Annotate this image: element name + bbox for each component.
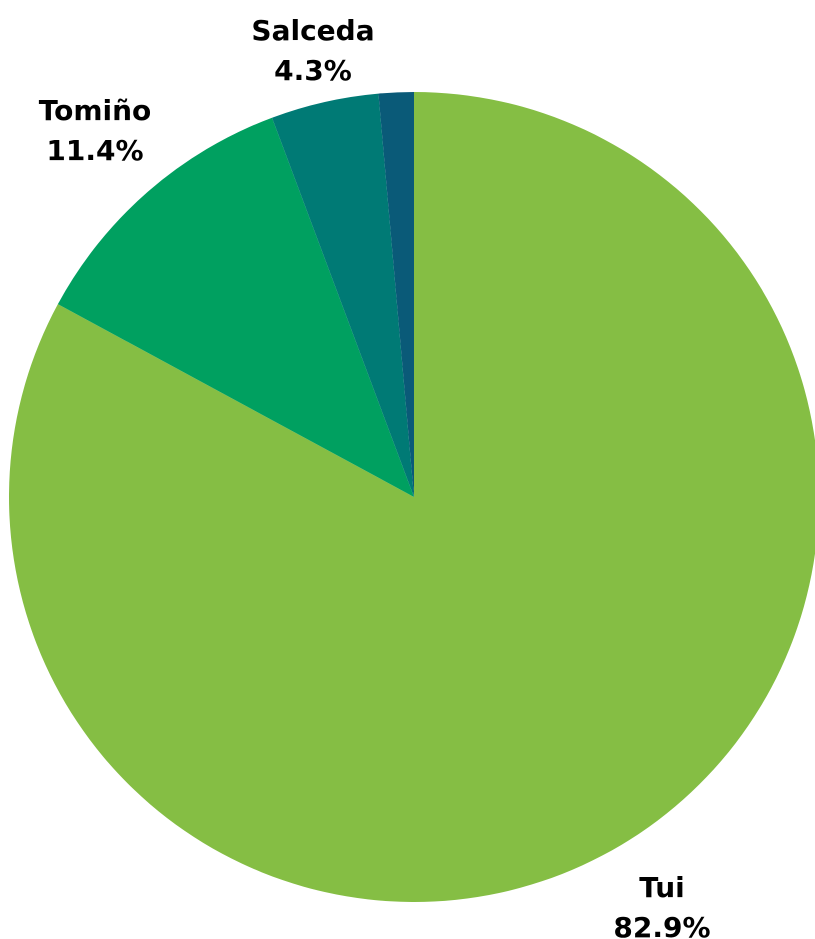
slice-value-label: 82.9% [613,911,710,939]
slice-name-label: Tui [639,871,685,904]
slice-name-label: Salceda [251,14,374,47]
slice-name-label: Tomiño [39,94,152,127]
slice-value-label: 11.4% [46,134,143,167]
pie-slice-tui [9,92,815,902]
slice-value-label: 4.3% [274,54,352,87]
pie-slice-salceda [272,93,414,497]
pie-slices [9,92,815,902]
slice-labels: Tui 82.9% Tomiño 11.4% Salceda 4.3% [39,14,711,939]
pie-slice-tomi-o [57,117,415,497]
pie-slice-other-3 [378,92,414,497]
